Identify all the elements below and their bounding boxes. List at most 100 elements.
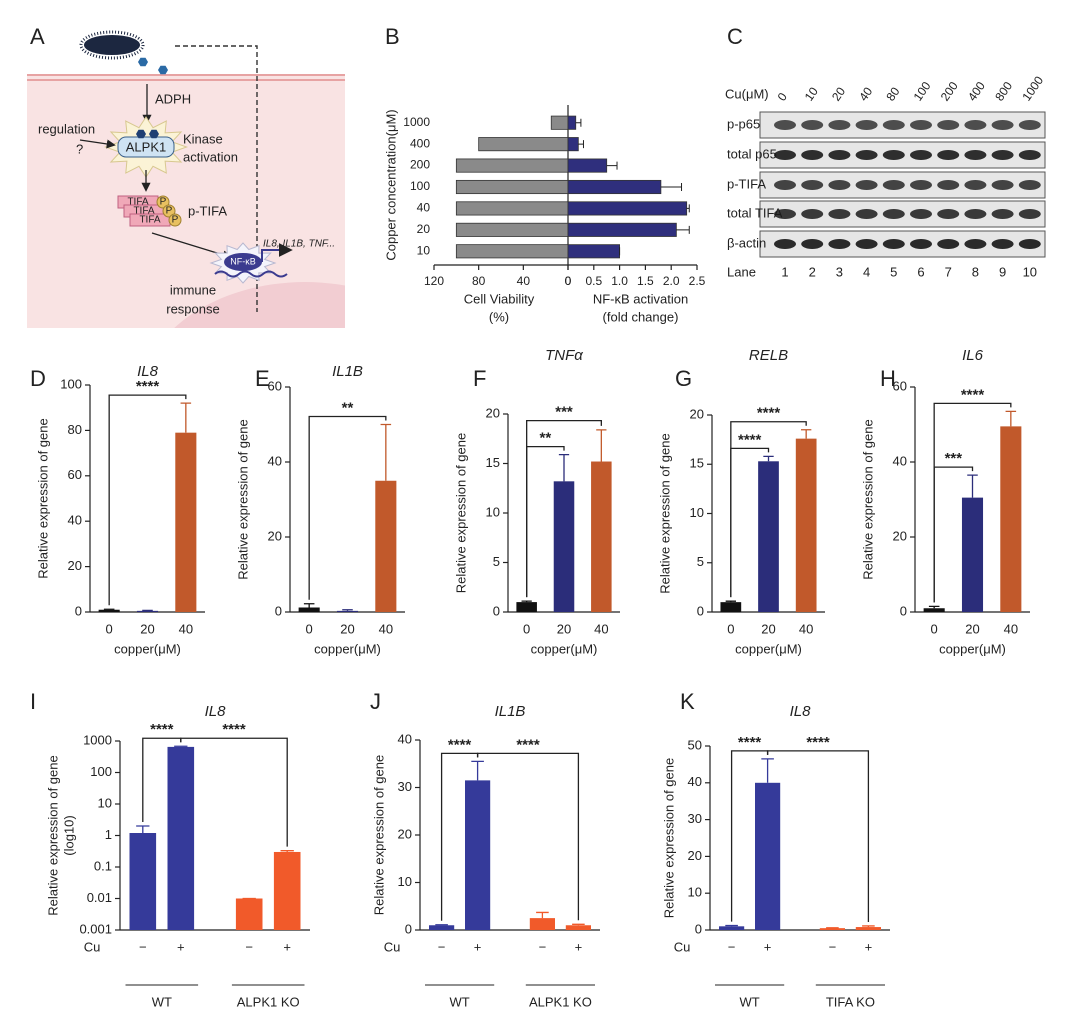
- y-tick-label: 10: [398, 874, 412, 889]
- panel-label: I: [30, 689, 36, 714]
- y-tick-label: 10: [486, 504, 500, 519]
- blot-band: [964, 209, 987, 219]
- outside: [27, 52, 345, 75]
- bar: [553, 481, 575, 612]
- x-tick-label: +: [474, 939, 482, 954]
- panel-label: D: [30, 366, 46, 391]
- x-tick-label: 20: [761, 621, 775, 636]
- y-tick-label: 30: [688, 811, 702, 826]
- bacterium-pili: [79, 30, 145, 60]
- chart-title: RELB: [749, 347, 788, 364]
- y-tick-label: 5: [493, 554, 500, 569]
- bar: [923, 608, 945, 612]
- y-tick-label: 60: [68, 467, 82, 482]
- chart-title: IL1B: [495, 703, 526, 720]
- group-label: TIFA KO: [826, 994, 875, 1009]
- blot-band: [991, 180, 1014, 190]
- y-tick-label: 100: [90, 764, 112, 779]
- bar: [235, 898, 263, 930]
- bar: [455, 179, 569, 195]
- y-tick-label: 0: [405, 921, 412, 936]
- x-tick-label: 0: [523, 621, 530, 636]
- diagram: ADPH ALPK1 Kinase activation regulation …: [27, 30, 345, 328]
- error-bar: [578, 140, 584, 149]
- x-tick-label: 20: [557, 621, 571, 636]
- blot-band: [801, 209, 824, 219]
- y-tick-label: 40: [68, 513, 82, 528]
- significance-label: ****: [806, 734, 830, 751]
- y-tick-label: 10: [98, 795, 112, 810]
- chart-title: TNFα: [545, 347, 583, 364]
- error-bar: [536, 911, 549, 919]
- blot-band: [964, 150, 987, 160]
- blot-band: [1018, 209, 1041, 219]
- kinase-activation: activation: [183, 149, 238, 164]
- error-bar: [686, 204, 690, 213]
- blot-band: [910, 239, 932, 249]
- bar: [567, 158, 608, 173]
- blot-band: [774, 209, 796, 219]
- y-tick-label: 10: [690, 505, 704, 520]
- x-tick-label: −: [829, 939, 837, 954]
- lane-number: 1: [781, 264, 788, 279]
- lane-label: Lane: [727, 264, 756, 279]
- bar: [795, 438, 817, 612]
- bar: [375, 480, 397, 612]
- x-axis-label: copper(μM): [114, 641, 181, 656]
- blot-band: [774, 180, 796, 190]
- lane-number: 10: [1023, 264, 1037, 279]
- x-tick-label: +: [865, 939, 873, 954]
- y-tick-label: 1000: [403, 115, 430, 129]
- bar: [465, 780, 491, 930]
- bar: [720, 602, 742, 612]
- lane-number: 6: [917, 264, 924, 279]
- panel-label: B: [385, 24, 400, 49]
- x-tick-label: +: [283, 939, 291, 954]
- blot-band: [828, 180, 851, 190]
- significance-bracket: [180, 737, 288, 847]
- y-axis-label: Copper concentration(μM): [383, 109, 398, 260]
- transcription-arrow: [261, 243, 293, 262]
- ligand-label: ADPH: [155, 91, 191, 106]
- bar: [129, 833, 157, 930]
- y-tick-label: 0.01: [87, 890, 112, 905]
- x-tick-label: −: [438, 939, 446, 954]
- error-bar: [606, 161, 618, 170]
- blot-band: [910, 150, 932, 160]
- y-tick-label: 40: [893, 453, 907, 468]
- x-tick-label: −: [728, 939, 736, 954]
- y-tick-label: 50: [688, 737, 702, 752]
- error-bar: [572, 923, 585, 926]
- x-tick-label: 40: [379, 621, 393, 636]
- dashed-link: [175, 45, 258, 312]
- bar: [273, 851, 301, 930]
- lane-concentration: 400: [965, 79, 988, 104]
- panel-label: K: [680, 689, 695, 714]
- y-tick-label: 20: [690, 406, 704, 421]
- x-tick-label: +: [177, 939, 185, 954]
- bar: [529, 918, 555, 930]
- adph-bound: [149, 129, 159, 139]
- blot-band: [964, 239, 987, 249]
- lane-concentration: 20: [829, 84, 848, 103]
- x-tick-label: 20: [140, 621, 154, 636]
- bar: [819, 928, 845, 930]
- chart-title: IL8: [205, 703, 227, 720]
- y-tick-label: 40: [688, 774, 702, 789]
- bar: [567, 137, 579, 152]
- x-tick-label: 0.5: [585, 274, 602, 288]
- bar: [591, 461, 612, 612]
- error-bar: [967, 474, 978, 498]
- nf-kb-protein: [224, 253, 262, 271]
- x-tick-label: 120: [424, 274, 444, 288]
- group-label: ALPK1 KO: [529, 994, 592, 1009]
- bar: [136, 610, 159, 612]
- significance-bracket: [308, 415, 387, 600]
- group-label: WT: [152, 994, 172, 1009]
- bar: [567, 244, 620, 259]
- error-bar: [761, 758, 774, 783]
- blot-band: [991, 120, 1014, 130]
- phospho-label: P: [172, 215, 179, 226]
- x-axis-label: copper(μM): [939, 641, 1006, 656]
- significance-label: ***: [945, 450, 963, 467]
